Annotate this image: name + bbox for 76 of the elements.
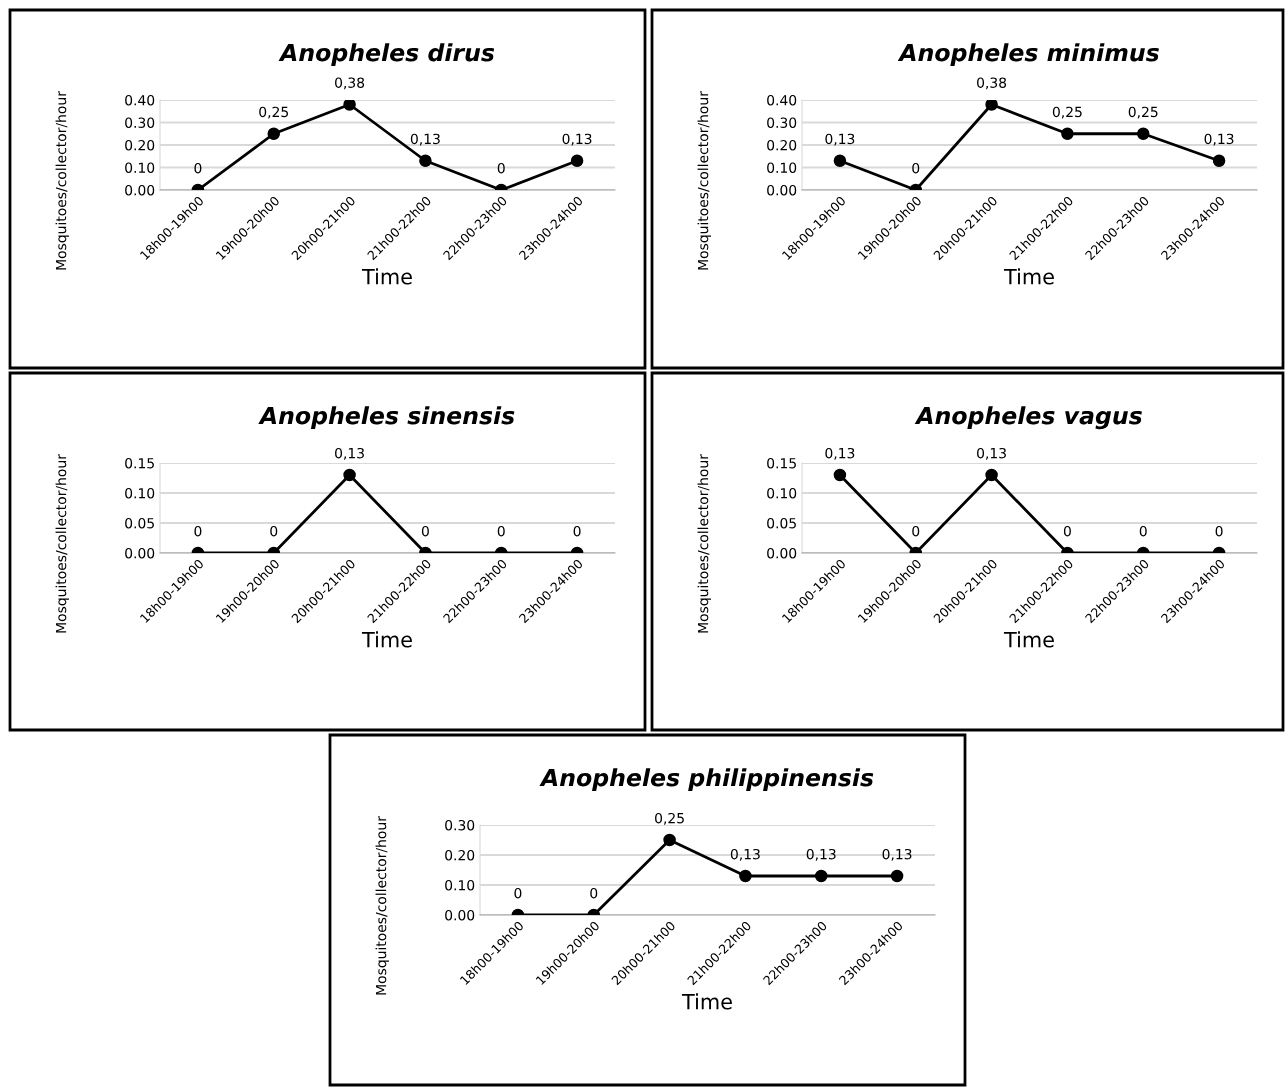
data-label: 0,25 [1052,106,1082,119]
data-label: 0,13 [410,133,440,146]
data-label: 0 [1215,525,1223,537]
point [1136,127,1150,141]
data-label: 0 [912,162,920,174]
y-axis-title: Mosquitoes/collector/hour [375,816,389,995]
x-axis-title: Time [681,993,732,1010]
data-label: 0 [1139,525,1147,537]
point [267,127,281,141]
y-tick-label: 0.00 [125,184,155,196]
y-axis-title: Mosquitoes/collector/hour [697,454,711,633]
y-tick-label: 0.30 [767,117,797,128]
data-label: 0 [1063,525,1071,537]
y-tick-label: 0.10 [445,879,475,891]
y-tick-label: 0.05 [125,517,154,529]
data-label: 0 [421,525,429,537]
point [985,100,998,111]
y-axis-title: Mosquitoes/collector/hour [697,91,711,270]
chart-title: Anopheles philippinensis [539,768,874,792]
point [1212,154,1226,168]
y-tick-label: 0.00 [125,547,155,559]
data-label: 0,13 [825,133,855,146]
y-tick-label: 0.20 [125,139,155,151]
data-label: 0,13 [977,447,1006,460]
data-label: 0,13 [806,848,836,861]
y-tick-label: 0.00 [767,184,797,196]
data-label: 0 [590,887,598,899]
y-tick-label: 0.00 [445,909,475,921]
data-label: 0 [573,525,581,537]
data-label: 0,13 [562,133,592,146]
chart-title: Anopheles dirus [278,43,495,67]
y-tick-label: 0.30 [125,117,155,128]
y-tick-label: 0.30 [445,819,475,831]
data-label: 0,38 [977,77,1007,90]
data-label: 0,25 [259,106,288,119]
point [343,100,356,111]
data-label: 0,25 [1128,106,1158,119]
data-label: 0,25 [655,812,684,825]
data-label: 0 [497,162,505,174]
y-tick-label: 0.20 [445,849,475,861]
y-axis-title: Mosquitoes/collector/hour [55,91,69,270]
y-tick-label: 0.10 [125,162,155,173]
point [419,154,432,168]
x-axis-title: Time [1003,631,1054,648]
data-label: 0 [194,162,202,174]
y-axis-title: Mosquitoes/collector/hour [55,454,69,633]
y-tick-label: 0.05 [767,517,796,529]
y-tick-label: 0.40 [767,94,797,106]
chart-title: Anopheles vagus [914,406,1142,430]
y-tick-label: 0.10 [767,162,797,173]
data-label: 0,13 [335,447,364,460]
y-tick-label: 0.15 [125,457,154,469]
y-tick-label: 0.20 [767,139,797,151]
data-label: 0 [194,525,202,537]
y-tick-label: 0.15 [767,457,796,469]
chart-title: Anopheles sinensis [258,406,515,430]
y-tick-label: 0.00 [767,547,797,559]
data-label: 0 [270,525,278,537]
x-axis-title: Time [1003,268,1054,285]
chart-title: Anopheles minimus [897,43,1159,67]
y-tick-label: 0.10 [125,487,155,499]
point [570,154,584,168]
data-label: 0 [514,887,522,899]
data-label: 0,13 [825,447,855,460]
y-tick-label: 0.40 [125,94,155,106]
data-label: 0,13 [730,848,760,861]
data-label: 0,38 [335,77,365,90]
point [1061,127,1074,141]
data-label: 0 [497,525,505,537]
data-label: 0,13 [882,848,912,861]
point [833,154,847,168]
data-label: 0,13 [1204,133,1234,146]
x-axis-title: Time [361,268,412,285]
y-tick-label: 0.10 [767,487,797,499]
x-axis-title: Time [361,631,412,648]
data-label: 0 [912,525,920,537]
